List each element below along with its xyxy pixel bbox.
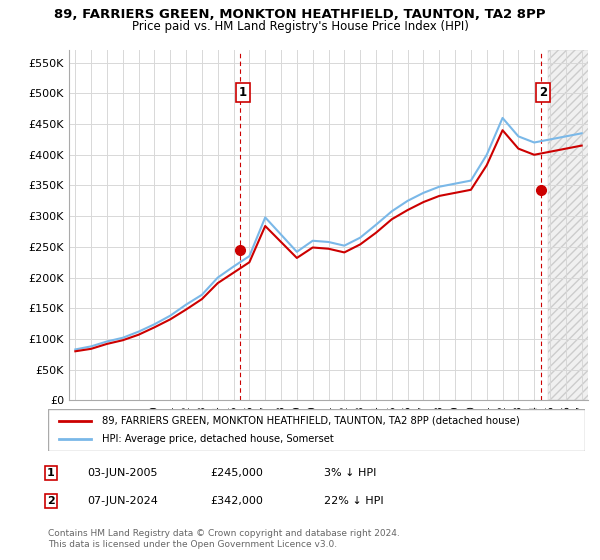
Text: 89, FARRIERS GREEN, MONKTON HEATHFIELD, TAUNTON, TA2 8PP: 89, FARRIERS GREEN, MONKTON HEATHFIELD, …: [54, 8, 546, 21]
Text: 07-JUN-2024: 07-JUN-2024: [87, 496, 158, 506]
Text: £342,000: £342,000: [210, 496, 263, 506]
Text: 1: 1: [47, 468, 55, 478]
Text: HPI: Average price, detached house, Somerset: HPI: Average price, detached house, Some…: [102, 434, 334, 444]
Bar: [548, 50, 596, 400]
Text: Contains HM Land Registry data © Crown copyright and database right 2024.
This d: Contains HM Land Registry data © Crown c…: [48, 529, 400, 549]
Text: 3% ↓ HPI: 3% ↓ HPI: [324, 468, 376, 478]
FancyBboxPatch shape: [48, 409, 585, 451]
Text: Price paid vs. HM Land Registry's House Price Index (HPI): Price paid vs. HM Land Registry's House …: [131, 20, 469, 32]
Text: 89, FARRIERS GREEN, MONKTON HEATHFIELD, TAUNTON, TA2 8PP (detached house): 89, FARRIERS GREEN, MONKTON HEATHFIELD, …: [102, 416, 520, 426]
Text: 03-JUN-2005: 03-JUN-2005: [87, 468, 157, 478]
Text: 1: 1: [239, 86, 247, 99]
Text: 2: 2: [47, 496, 55, 506]
Text: £245,000: £245,000: [210, 468, 263, 478]
Bar: [548, 50, 596, 400]
Text: 2: 2: [539, 86, 547, 99]
Text: 22% ↓ HPI: 22% ↓ HPI: [324, 496, 383, 506]
